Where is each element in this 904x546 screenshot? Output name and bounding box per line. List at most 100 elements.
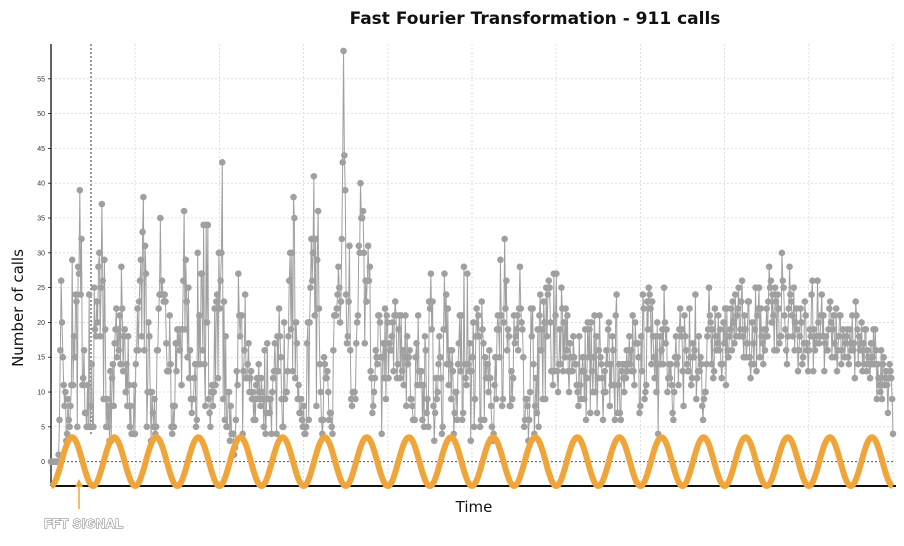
data-point: [369, 402, 377, 410]
data-point: [565, 388, 573, 396]
data-point: [536, 291, 544, 298]
data-point: [496, 353, 503, 361]
data-point: [315, 305, 323, 312]
data-point: [320, 353, 328, 361]
data-point: [293, 340, 301, 347]
data-point: [352, 395, 359, 403]
data-point: [333, 305, 341, 312]
data-point: [609, 333, 616, 340]
data-point: [561, 353, 569, 361]
data-point: [864, 346, 871, 354]
data-point: [412, 353, 419, 361]
data-point: [216, 305, 224, 312]
data-point: [802, 312, 809, 319]
data-point: [807, 333, 815, 340]
data-point: [230, 430, 237, 438]
data-point: [707, 319, 714, 326]
data-point: [708, 360, 715, 368]
data-point: [794, 367, 802, 375]
data-point: [766, 284, 774, 291]
data-point: [291, 374, 299, 382]
data-point: [103, 395, 111, 403]
data-point: [69, 381, 77, 389]
data-point: [112, 305, 120, 312]
data-point: [285, 333, 292, 340]
data-point: [888, 374, 895, 382]
data-point: [810, 326, 818, 333]
data-point: [369, 409, 376, 417]
data-point: [679, 367, 687, 375]
data-point: [190, 395, 197, 403]
data-point: [78, 235, 85, 243]
data-point: [152, 423, 160, 431]
data-point: [281, 395, 289, 403]
data-point: [804, 367, 812, 375]
data-point: [498, 402, 506, 410]
data-point: [777, 333, 785, 340]
data-point: [660, 284, 668, 291]
data-point: [779, 277, 787, 284]
data-point: [497, 256, 504, 264]
data-point: [484, 360, 491, 368]
data-point: [145, 319, 152, 326]
data-point: [352, 340, 360, 347]
data-point: [709, 326, 716, 333]
data-point: [170, 423, 178, 431]
data-point: [860, 340, 867, 347]
data-point: [626, 360, 634, 368]
data-point: [285, 277, 293, 284]
data-point: [77, 291, 84, 298]
data-point: [737, 298, 745, 305]
data-point: [96, 249, 103, 257]
data-point: [167, 360, 174, 368]
annotation-arrowhead: [75, 479, 83, 487]
data-point: [447, 360, 454, 368]
data-point: [837, 360, 845, 368]
data-point: [523, 395, 530, 403]
data-point: [540, 298, 547, 305]
data-point: [796, 333, 804, 340]
data-point: [768, 319, 776, 326]
data-point: [862, 326, 870, 333]
data-point: [363, 298, 370, 305]
data-point: [815, 340, 823, 347]
data-point: [805, 346, 813, 354]
data-point: [323, 374, 330, 382]
data-point: [575, 333, 583, 340]
data-point: [546, 284, 553, 291]
data-point: [166, 312, 174, 319]
data-point: [772, 298, 780, 305]
data-point: [61, 402, 68, 410]
data-point: [262, 430, 269, 438]
data-point: [191, 374, 198, 382]
data-point: [390, 367, 397, 375]
data-point: [783, 360, 791, 368]
data-point: [739, 333, 747, 340]
data-point: [353, 319, 361, 326]
data-point: [140, 346, 148, 354]
data-point: [343, 340, 351, 347]
data-point: [302, 423, 310, 431]
data-point: [771, 284, 779, 291]
data-point: [826, 298, 834, 305]
data-point: [851, 374, 859, 382]
data-point: [503, 346, 511, 354]
data-point: [520, 353, 527, 361]
data-point: [658, 346, 665, 354]
data-point: [280, 319, 288, 326]
data-point: [114, 326, 122, 333]
data-point: [640, 305, 648, 312]
data-point: [439, 423, 447, 431]
data-point: [590, 353, 597, 361]
data-point: [387, 346, 395, 354]
data-point: [598, 360, 605, 368]
data-point: [108, 374, 116, 382]
data-point: [712, 333, 720, 340]
data-point: [210, 388, 218, 396]
data-point: [808, 291, 815, 298]
data-point: [122, 388, 129, 396]
data-point: [686, 305, 693, 312]
data-point: [149, 409, 157, 417]
data-point: [261, 346, 268, 354]
data-point: [469, 353, 476, 361]
